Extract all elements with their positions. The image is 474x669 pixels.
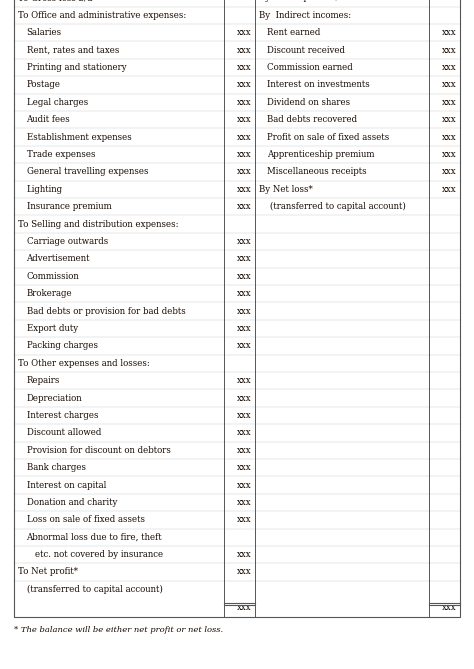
Text: Interest on capital: Interest on capital [27, 480, 106, 490]
Text: Packing charges: Packing charges [27, 341, 98, 351]
Text: xxx: xxx [237, 0, 252, 3]
Text: xxx: xxx [237, 254, 252, 264]
Text: xxx: xxx [237, 185, 252, 194]
Text: Bad debts or provision for bad debts: Bad debts or provision for bad debts [27, 306, 185, 316]
Text: Miscellaneous receipts: Miscellaneous receipts [267, 167, 367, 177]
Text: Discount received: Discount received [267, 45, 345, 55]
Text: xxx: xxx [442, 80, 457, 90]
Text: xxx: xxx [237, 306, 252, 316]
Text: xxx: xxx [237, 480, 252, 490]
Text: Commission earned: Commission earned [267, 63, 353, 72]
Text: xxx: xxx [237, 237, 252, 246]
Text: Insurance premium: Insurance premium [27, 202, 111, 211]
Text: Brokerage: Brokerage [27, 289, 72, 298]
Text: Commission: Commission [27, 272, 79, 281]
Text: (transferred to capital account): (transferred to capital account) [27, 585, 163, 594]
Text: xxx: xxx [442, 185, 457, 194]
Text: To Net profit*: To Net profit* [18, 567, 78, 577]
Text: Carriage outwards: Carriage outwards [27, 237, 108, 246]
Text: xxx: xxx [237, 463, 252, 472]
Text: Trade expenses: Trade expenses [27, 150, 95, 159]
Text: xxx: xxx [237, 341, 252, 351]
Text: Advertisement: Advertisement [27, 254, 90, 264]
Text: By  Gross profit b/d: By Gross profit b/d [259, 0, 344, 3]
Text: Bank charges: Bank charges [27, 463, 85, 472]
Text: Lighting: Lighting [27, 185, 63, 194]
Text: xxx: xxx [442, 150, 457, 159]
Text: xxx: xxx [237, 63, 252, 72]
Text: Abnormal loss due to fire, theft: Abnormal loss due to fire, theft [27, 533, 162, 542]
Text: xxx: xxx [442, 63, 457, 72]
Text: xxx: xxx [237, 411, 252, 420]
Text: xxx: xxx [237, 289, 252, 298]
Text: Export duty: Export duty [27, 324, 78, 333]
Text: To Gross loss b/d: To Gross loss b/d [18, 0, 92, 3]
Text: xxx: xxx [237, 80, 252, 90]
Text: By Net loss*: By Net loss* [259, 185, 312, 194]
Text: Repairs: Repairs [27, 376, 60, 385]
Text: (transferred to capital account): (transferred to capital account) [259, 202, 405, 211]
Text: Apprenticeship premium: Apprenticeship premium [267, 150, 374, 159]
Text: Salaries: Salaries [27, 28, 62, 37]
Text: Interest charges: Interest charges [27, 411, 98, 420]
Text: xxx: xxx [237, 28, 252, 37]
Text: xxx: xxx [237, 150, 252, 159]
Text: xxx: xxx [237, 202, 252, 211]
Text: Profit on sale of fixed assets: Profit on sale of fixed assets [267, 132, 390, 142]
Text: To Office and administrative expenses:: To Office and administrative expenses: [18, 11, 186, 20]
Text: Depreciation: Depreciation [27, 393, 82, 403]
Text: xxx: xxx [237, 550, 252, 559]
Text: xxx: xxx [237, 45, 252, 55]
Text: Legal charges: Legal charges [27, 98, 88, 107]
Text: Rent earned: Rent earned [267, 28, 320, 37]
Text: xxx: xxx [442, 115, 457, 124]
Text: Rent, rates and taxes: Rent, rates and taxes [27, 45, 119, 55]
Text: xxx: xxx [237, 324, 252, 333]
Text: xxx: xxx [442, 132, 457, 142]
Text: To Selling and distribution expenses:: To Selling and distribution expenses: [18, 219, 179, 229]
Text: xxx: xxx [442, 603, 457, 612]
Text: Dividend on shares: Dividend on shares [267, 98, 350, 107]
Text: etc. not covered by insurance: etc. not covered by insurance [35, 550, 163, 559]
Text: xxx: xxx [237, 393, 252, 403]
Text: xxx: xxx [237, 603, 252, 612]
Text: Bad debts recovered: Bad debts recovered [267, 115, 357, 124]
Text: xxx: xxx [442, 167, 457, 177]
Text: xxx: xxx [237, 515, 252, 524]
Text: xxx: xxx [237, 567, 252, 577]
Text: Loss on sale of fixed assets: Loss on sale of fixed assets [27, 515, 145, 524]
Text: xxx: xxx [237, 446, 252, 455]
Text: Interest on investments: Interest on investments [267, 80, 370, 90]
Text: xxx: xxx [237, 428, 252, 438]
Text: xxx: xxx [442, 0, 457, 3]
Text: xxx: xxx [442, 45, 457, 55]
Text: Audit fees: Audit fees [27, 115, 70, 124]
Text: xxx: xxx [237, 115, 252, 124]
Text: Postage: Postage [27, 80, 61, 90]
Text: xxx: xxx [442, 28, 457, 37]
Text: xxx: xxx [237, 498, 252, 507]
Text: xxx: xxx [237, 167, 252, 177]
Text: Donation and charity: Donation and charity [27, 498, 117, 507]
Text: Discount allowed: Discount allowed [27, 428, 101, 438]
Text: Establishment expenses: Establishment expenses [27, 132, 131, 142]
Text: Provision for discount on debtors: Provision for discount on debtors [27, 446, 171, 455]
Text: Printing and stationery: Printing and stationery [27, 63, 126, 72]
Text: By  Indirect incomes:: By Indirect incomes: [259, 11, 351, 20]
Text: xxx: xxx [442, 98, 457, 107]
Text: xxx: xxx [237, 132, 252, 142]
Text: To Other expenses and losses:: To Other expenses and losses: [18, 359, 150, 368]
Text: xxx: xxx [237, 272, 252, 281]
Text: xxx: xxx [237, 98, 252, 107]
Text: * The balance will be either net profit or net loss.: * The balance will be either net profit … [14, 626, 223, 634]
Text: xxx: xxx [237, 376, 252, 385]
Text: General travelling expenses: General travelling expenses [27, 167, 148, 177]
